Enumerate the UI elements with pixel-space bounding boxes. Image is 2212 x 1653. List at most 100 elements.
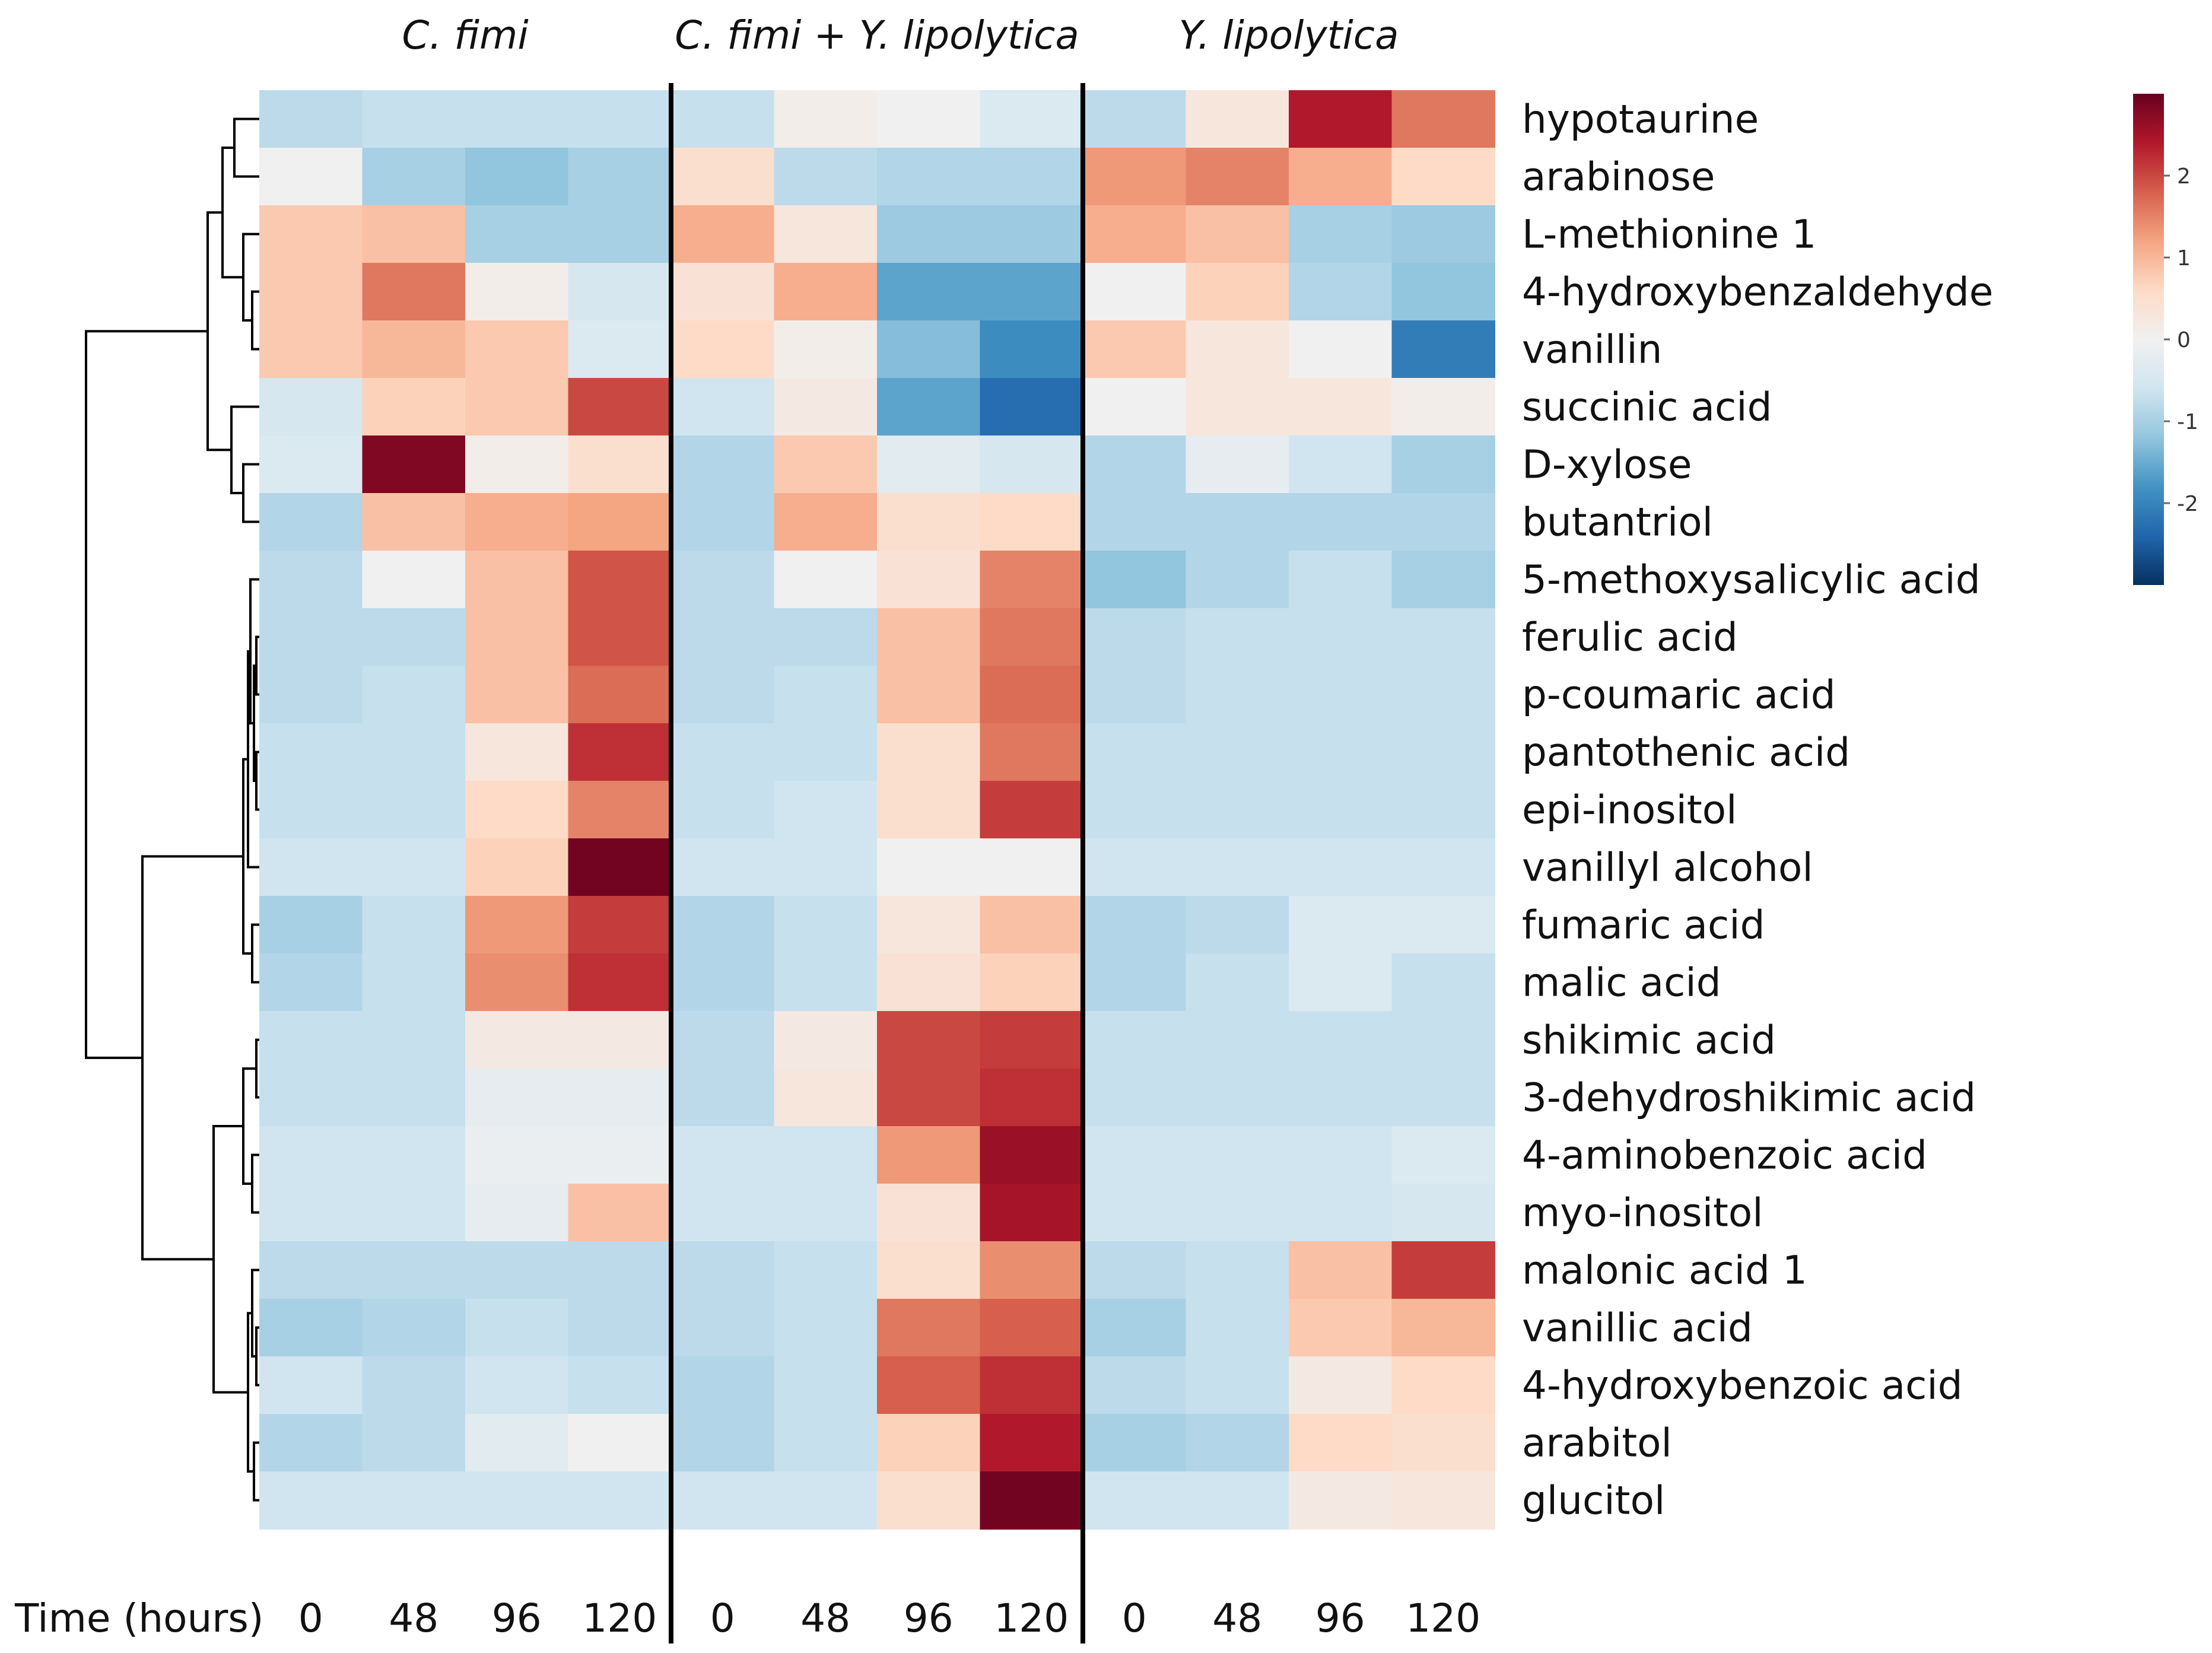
x-axis-label: Time (hours) bbox=[14, 1595, 264, 1641]
dendrogram-branch bbox=[255, 1038, 259, 1099]
heatmap-cell bbox=[465, 378, 569, 436]
heatmap-cell bbox=[671, 781, 775, 839]
heatmap-cell bbox=[1083, 896, 1187, 954]
heatmap-cell bbox=[1186, 1011, 1289, 1069]
heatmap-cell bbox=[1391, 1414, 1495, 1472]
heatmap-cell bbox=[568, 148, 672, 206]
heatmap-cell bbox=[259, 205, 363, 263]
heatmap-cell bbox=[465, 896, 569, 954]
heatmap-cell bbox=[774, 1471, 878, 1530]
heatmap-cell bbox=[1186, 551, 1289, 609]
heatmap-cell bbox=[362, 838, 466, 897]
heatmap-cell bbox=[1186, 953, 1289, 1012]
heatmap-cell bbox=[1186, 608, 1289, 666]
heatmap-cell bbox=[1083, 953, 1187, 1012]
heatmap-cell bbox=[1391, 1126, 1495, 1184]
color-scale-tick-label: -1 bbox=[2177, 410, 2198, 434]
row-label: glucitol bbox=[1522, 1478, 1665, 1524]
heatmap-cell bbox=[1289, 608, 1393, 666]
heatmap-cell bbox=[671, 723, 775, 781]
heatmap-cell bbox=[671, 953, 775, 1012]
dendrogram-branch bbox=[255, 635, 259, 696]
row-label: L-methionine 1 bbox=[1522, 212, 1816, 258]
heatmap-cell bbox=[774, 435, 878, 494]
heatmap-cell bbox=[671, 263, 775, 321]
heatmap-cell bbox=[1083, 263, 1187, 321]
heatmap-cell bbox=[774, 148, 878, 206]
heatmap-cell bbox=[877, 1241, 981, 1299]
heatmap-cell bbox=[1391, 90, 1495, 148]
heatmap-cell bbox=[671, 378, 775, 436]
row-label: 4-hydroxybenzoic acid bbox=[1522, 1363, 1963, 1409]
heatmap-cell bbox=[568, 608, 672, 666]
row-label: vanillin bbox=[1522, 327, 1663, 373]
heatmap-cell bbox=[568, 1414, 672, 1472]
heatmap-cell bbox=[568, 838, 672, 897]
heatmap-cell bbox=[980, 378, 1083, 436]
heatmap-cell bbox=[1289, 838, 1393, 897]
heatmap-cell bbox=[1391, 1299, 1495, 1357]
heatmap-cell bbox=[465, 1126, 569, 1184]
heatmap-cell bbox=[980, 1471, 1083, 1530]
heatmap-cell bbox=[1289, 320, 1393, 379]
heatmap-cell bbox=[1083, 838, 1187, 897]
dendrogram-branch bbox=[242, 1067, 256, 1185]
heatmap-cell bbox=[671, 90, 775, 148]
heatmap-cell bbox=[877, 205, 981, 263]
heatmap-cell bbox=[1391, 896, 1495, 954]
heatmap-cell bbox=[877, 1356, 981, 1414]
heatmap-cell bbox=[1083, 148, 1187, 206]
group-title: Y. lipolytica bbox=[1178, 12, 1399, 58]
heatmap-cell bbox=[1186, 493, 1289, 551]
heatmap-cell bbox=[980, 493, 1083, 551]
heatmap-cell bbox=[671, 666, 775, 724]
heatmap-cell bbox=[877, 148, 981, 206]
row-label: D-xylose bbox=[1522, 442, 1692, 488]
heatmap-cell bbox=[568, 90, 672, 148]
heatmap-cell bbox=[259, 608, 363, 666]
heatmap-cell bbox=[259, 493, 363, 551]
heatmap-cell bbox=[465, 493, 569, 551]
time-tick-label: 0 bbox=[298, 1595, 323, 1641]
heatmap-cell bbox=[671, 1471, 775, 1530]
heatmap-cell bbox=[568, 1299, 672, 1357]
heatmap-cell bbox=[362, 1069, 466, 1127]
heatmap-cell bbox=[980, 1126, 1083, 1184]
heatmap-cell bbox=[568, 896, 672, 954]
heatmap-cell bbox=[465, 551, 569, 609]
heatmap-cell bbox=[671, 1184, 775, 1242]
heatmap-cell bbox=[1083, 1126, 1187, 1184]
heatmap-cell bbox=[1186, 205, 1289, 263]
heatmap-cell bbox=[1083, 1356, 1187, 1414]
dendrogram-branch bbox=[85, 330, 208, 1059]
heatmap-cell bbox=[1289, 896, 1393, 954]
heatmap-cell bbox=[774, 551, 878, 609]
row-label: p-coumaric acid bbox=[1522, 672, 1836, 718]
dendrogram-branch bbox=[242, 463, 259, 523]
heatmap-cell bbox=[1391, 953, 1495, 1012]
heatmap-cell bbox=[980, 148, 1083, 206]
heatmap-cell bbox=[1391, 1471, 1495, 1530]
heatmap-cell bbox=[568, 1241, 672, 1299]
heatmap-cell bbox=[774, 1011, 878, 1069]
heatmap-cell bbox=[774, 838, 878, 897]
heatmap-cell bbox=[1289, 781, 1393, 839]
time-tick-label: 120 bbox=[994, 1595, 1069, 1641]
heatmap-cell bbox=[877, 838, 981, 897]
time-tick-label: 0 bbox=[1122, 1595, 1147, 1641]
heatmap-cell bbox=[465, 666, 569, 724]
heatmap-cell bbox=[1186, 1414, 1289, 1472]
heatmap-cell bbox=[465, 1414, 569, 1472]
heatmap-cell bbox=[1186, 1299, 1289, 1357]
heatmap-cell bbox=[980, 1241, 1083, 1299]
row-label: arabitol bbox=[1522, 1420, 1672, 1466]
row-label: epi-inositol bbox=[1522, 787, 1737, 833]
heatmap-cell bbox=[774, 263, 878, 321]
heatmap-cell bbox=[259, 90, 363, 148]
heatmap-cell bbox=[1289, 551, 1393, 609]
heatmap-cell bbox=[362, 551, 466, 609]
row-label: malonic acid 1 bbox=[1522, 1248, 1807, 1293]
heatmap-cell bbox=[877, 1414, 981, 1472]
dendrogram-branch bbox=[255, 1326, 259, 1387]
heatmap-cell bbox=[259, 435, 363, 494]
